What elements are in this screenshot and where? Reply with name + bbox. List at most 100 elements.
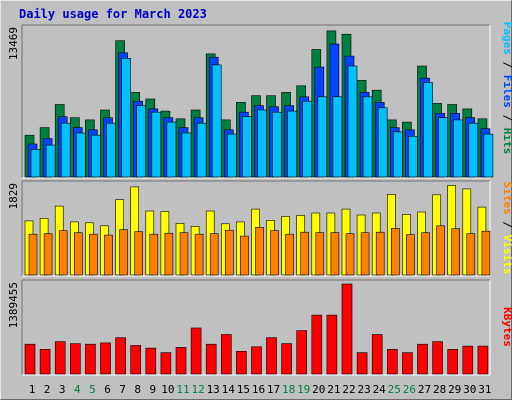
bar-sites-day-22 [345,233,355,276]
bar-kbytes-day-3 [54,341,66,375]
x-tick-label-day-21: 21 [327,383,340,396]
legend-label-hits-files-pages: Pages / Files / Hits [501,22,512,155]
bar-sites-day-19 [300,231,310,276]
bar-pages-day-30 [468,122,479,178]
bar-sites-day-30 [466,233,476,276]
bar-sites-day-8 [134,231,143,276]
bar-sites-day-27 [421,232,430,276]
legend-pages-text: Pages [501,22,512,55]
x-tick-label-day-15: 15 [237,383,250,396]
bar-sites-day-15 [240,235,249,276]
bar-sites-day-17 [270,230,279,276]
bar-kbytes-day-11 [175,347,187,375]
bar-sites-day-31 [481,230,491,276]
bar-pages-day-11 [181,132,192,178]
bar-kbytes-day-8 [130,345,141,375]
bar-sites-day-20 [315,232,325,276]
bar-kbytes-day-17 [266,337,277,375]
bar-sites-day-6 [104,234,113,276]
x-tick-label-day-26: 26 [403,383,416,396]
bar-kbytes-day-18 [281,343,292,375]
bar-kbytes-day-1 [24,343,36,375]
bar-sites-day-1 [28,233,38,276]
bar-pages-day-5 [91,134,101,178]
bar-sites-day-11 [179,232,189,276]
x-tick-label-day-23: 23 [357,383,370,396]
bar-kbytes-day-9 [145,347,157,375]
x-tick-label-day-28: 28 [433,383,446,396]
bar-sites-day-9 [149,233,159,276]
bar-pages-day-15 [242,116,252,178]
bar-sites-day-10 [164,232,174,276]
bar-kbytes-day-10 [160,352,172,375]
y-max-label-kbytes: 1389455 [7,282,20,328]
bar-pages-day-6 [106,122,116,178]
bar-pages-day-22 [347,65,358,178]
bar-sites-day-26 [406,234,415,276]
bar-pages-day-13 [211,64,222,178]
bar-kbytes-day-28 [432,341,443,375]
bar-sites-day-29 [451,228,461,276]
x-tick-label-day-9: 9 [149,383,156,396]
bar-pages-day-2 [45,144,56,178]
x-tick-label-day-7: 7 [119,383,126,396]
x-tick-label-day-10: 10 [161,383,174,396]
x-tick-label-day-17: 17 [267,383,280,396]
bar-kbytes-day-14 [221,334,232,375]
bar-sites-day-3 [58,230,68,276]
bar-pages-day-21 [332,96,343,178]
bar-kbytes-day-16 [251,346,262,375]
x-tick-label-day-2: 2 [44,383,51,396]
bar-kbytes-day-30 [462,345,474,375]
x-tick-label-day-31: 31 [478,383,491,396]
bar-kbytes-day-21 [326,314,338,375]
bar-pages-day-10 [166,121,177,178]
x-tick-label-day-29: 29 [448,383,461,396]
bar-sites-day-4 [74,232,83,276]
bar-sites-day-7 [119,229,128,276]
bar-sites-day-24 [375,231,385,276]
bar-pages-day-3 [60,122,71,178]
bar-pages-day-18 [287,110,297,178]
legend-hits-text: Hits [501,128,512,155]
x-tick-label-day-4: 4 [74,383,81,396]
bar-kbytes-day-27 [417,343,428,375]
legend-slash-text: / [501,108,512,128]
x-tick-label-day-5: 5 [89,383,96,396]
x-tick-label-day-16: 16 [252,383,265,396]
bar-sites-day-12 [194,233,204,276]
bar-kbytes-day-24 [371,334,383,375]
bar-kbytes-day-31 [477,345,489,375]
bar-pages-day-8 [136,105,146,178]
bar-pages-day-14 [227,133,237,178]
bar-pages-day-28 [438,117,448,178]
bar-kbytes-day-13 [205,343,217,375]
bar-kbytes-day-12 [190,327,202,375]
bar-kbytes-day-5 [85,343,96,375]
x-tick-label-day-20: 20 [312,383,325,396]
bar-sites-day-14 [225,229,234,276]
bar-kbytes-day-4 [70,343,81,375]
bar-kbytes-day-15 [236,350,247,375]
bar-kbytes-day-20 [311,314,323,375]
legend-label-visits-sites: Sites / Visits [501,182,512,275]
bar-sites-day-16 [255,227,264,276]
bar-sites-day-13 [209,233,219,276]
bar-sites-day-21 [330,232,340,276]
y-max-label-hits-files-pages: 13469 [7,27,20,60]
legend-kbytes-text: KBytes [501,307,512,347]
x-tick-label-day-25: 25 [388,383,401,396]
bar-pages-day-29 [453,119,464,178]
bar-sites-day-28 [436,225,445,276]
bar-pages-day-26 [408,136,418,178]
bar-pages-day-23 [362,96,373,178]
x-tick-label-day-12: 12 [191,383,204,396]
bar-kbytes-day-6 [100,342,111,375]
bar-sites-day-18 [285,233,294,276]
bar-kbytes-day-25 [386,349,398,375]
x-tick-label-day-19: 19 [297,383,310,396]
bar-pages-day-27 [423,82,433,178]
bar-pages-day-4 [76,132,86,178]
bar-kbytes-day-22 [341,283,353,375]
